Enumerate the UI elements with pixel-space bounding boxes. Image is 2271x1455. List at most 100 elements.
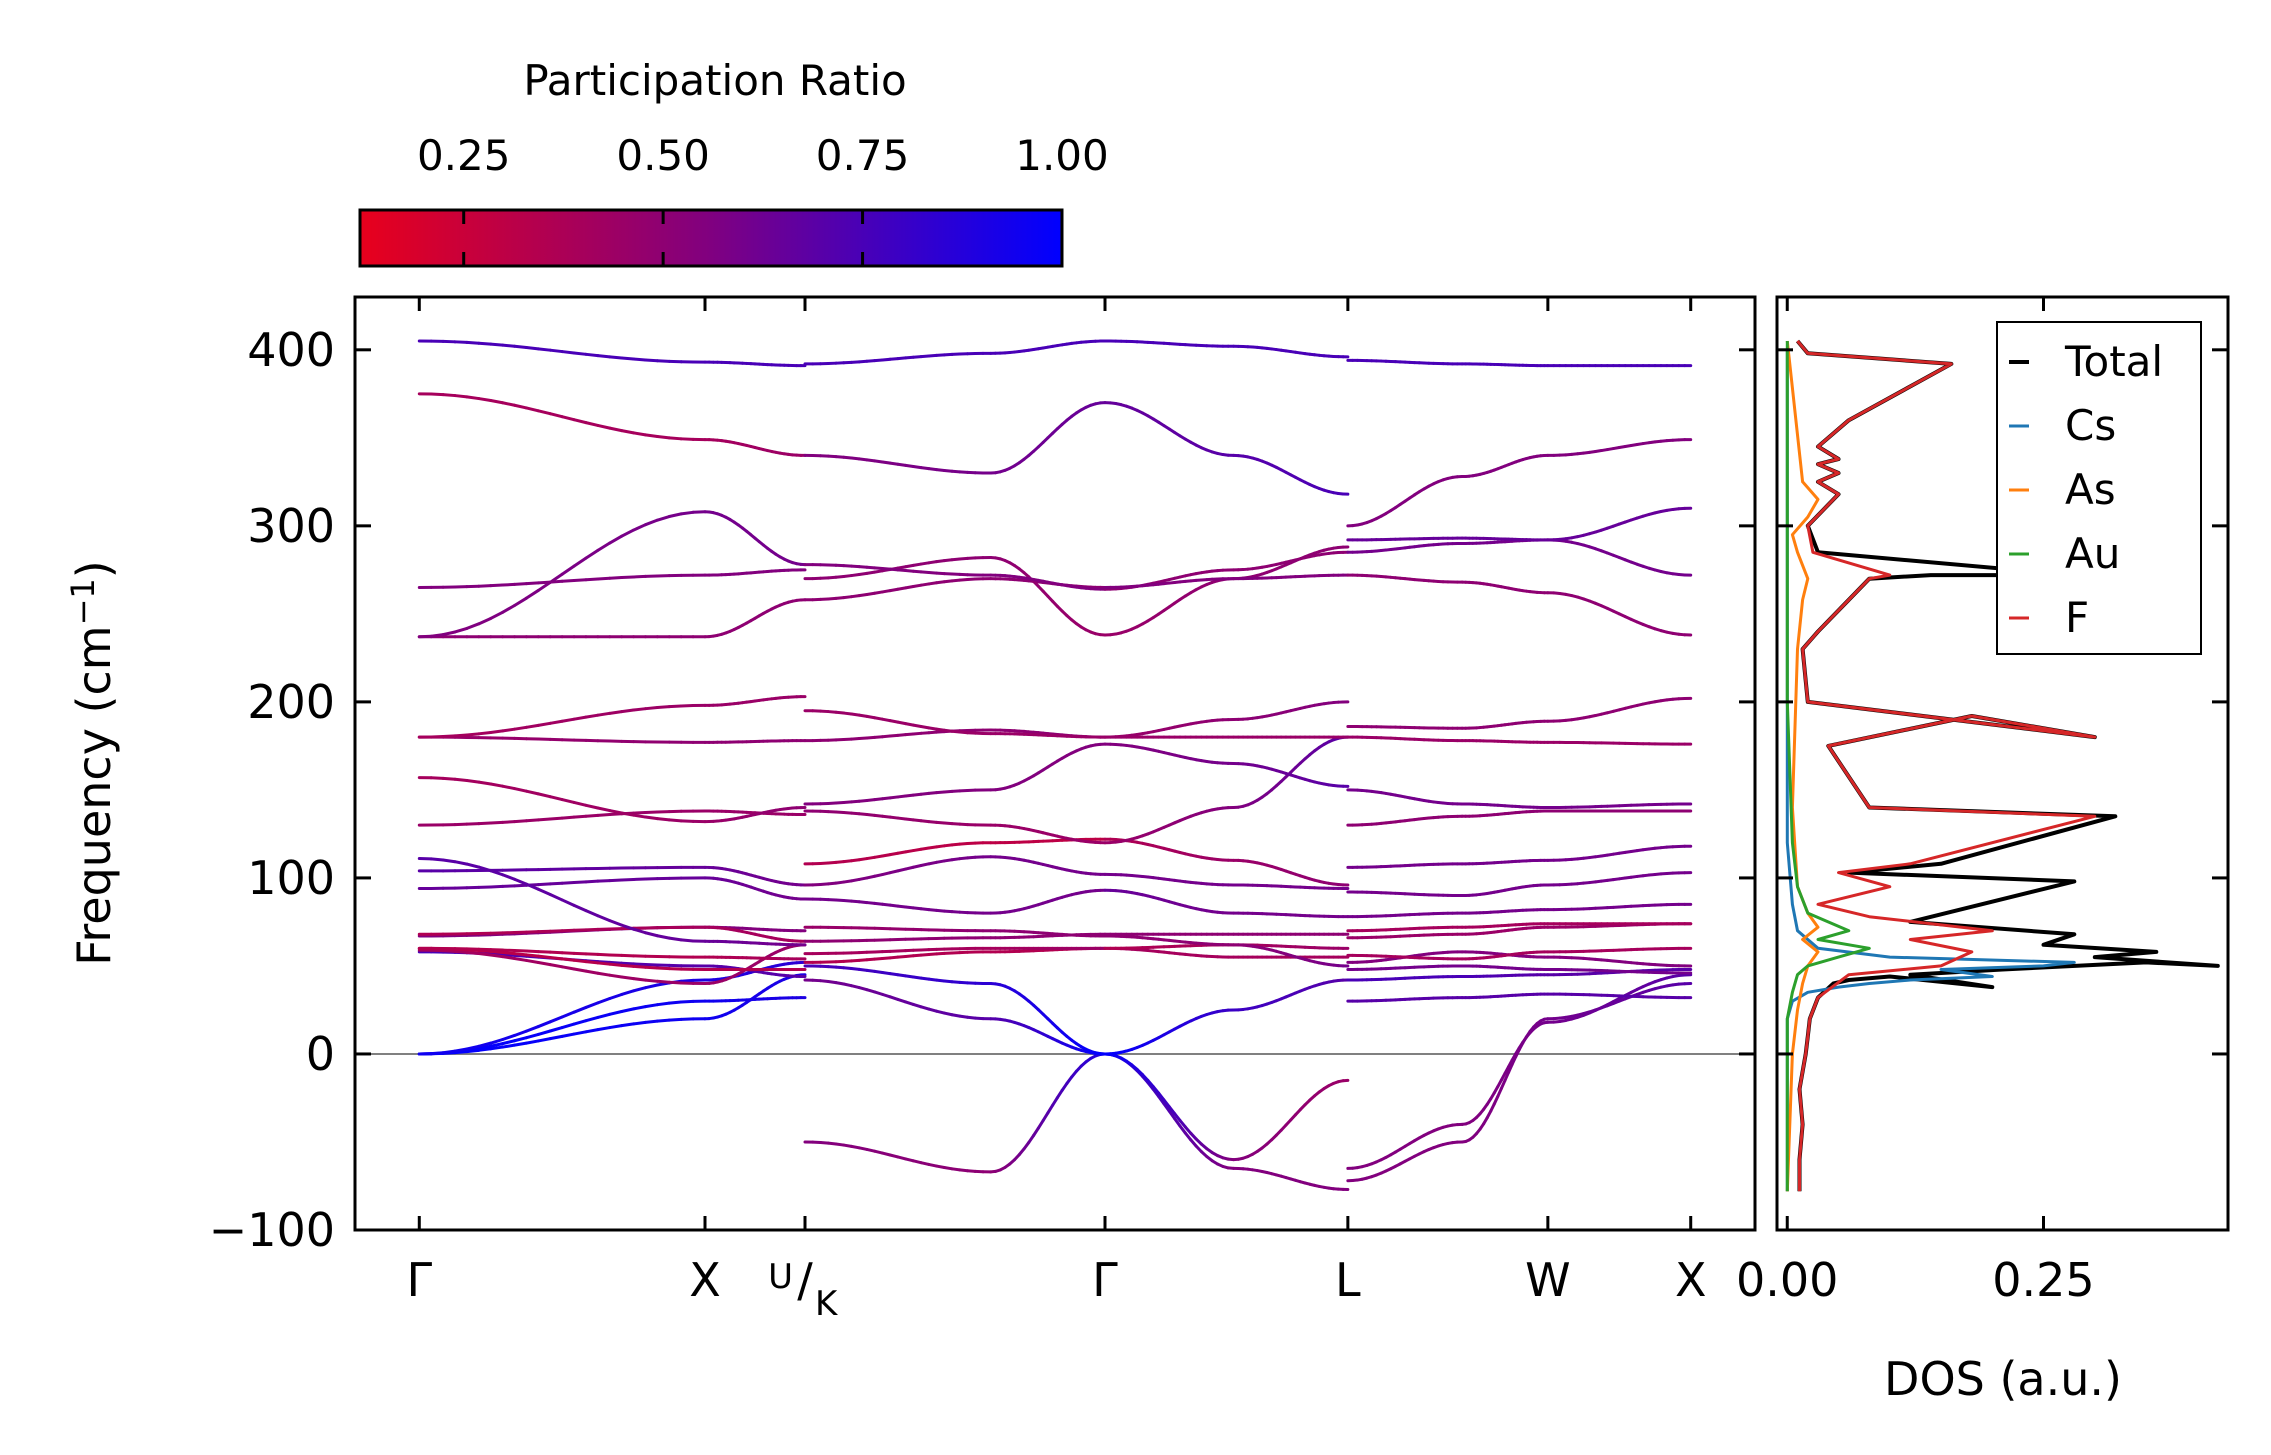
svg-text:U: U xyxy=(768,1257,793,1297)
band-line xyxy=(1103,339,1350,359)
colorbar-tick-label: 1.00 xyxy=(1015,131,1109,180)
band-line xyxy=(803,401,1107,475)
band-line xyxy=(417,946,807,961)
legend-label: Total xyxy=(2064,337,2163,386)
y-tick-label: −100 xyxy=(209,1203,335,1257)
dos-x-axis-label: DOS (a.u.) xyxy=(1884,1352,2122,1406)
band-line xyxy=(1346,922,1693,933)
band-line xyxy=(1103,742,1350,788)
colorbar-tick-label: 0.75 xyxy=(816,131,910,180)
y-tick-label: 0 xyxy=(306,1027,335,1081)
phonon-bands xyxy=(355,339,1755,1192)
svg-text:/: / xyxy=(797,1253,813,1307)
svg-text:K: K xyxy=(815,1284,839,1324)
dos-curves xyxy=(1785,339,2220,1192)
band-line xyxy=(1103,978,1350,1056)
colorbar-title: Participation Ratio xyxy=(523,56,906,105)
y-axis-label: Frequency (cm−1) xyxy=(64,560,121,965)
band-line xyxy=(803,855,1107,887)
band-line xyxy=(1346,922,1693,940)
legend-box xyxy=(1996,321,2202,655)
x-tick-label: X xyxy=(689,1253,721,1307)
band-line xyxy=(417,392,807,457)
y-tick-label: 300 xyxy=(247,499,335,553)
band-line xyxy=(1103,837,1350,887)
y-tick-label: 100 xyxy=(247,851,335,905)
band-line xyxy=(1346,992,1693,1003)
band-line xyxy=(417,809,807,827)
x-tick-label: Γ xyxy=(1092,1253,1118,1307)
band-line xyxy=(803,809,1107,845)
band-line xyxy=(417,735,807,744)
band-line xyxy=(1103,573,1350,589)
legend-item: Cs xyxy=(2009,401,2116,450)
band-line xyxy=(1346,982,1693,1183)
band-plot-frame xyxy=(353,295,1757,1232)
legend-item: F xyxy=(2009,593,2089,642)
band-line xyxy=(803,563,1107,591)
band-line xyxy=(1346,573,1693,637)
band-line xyxy=(1346,902,1693,919)
legend-label: Cs xyxy=(2065,401,2116,450)
dos-legend: Total Cs As Au F xyxy=(1996,321,2202,655)
y-tick-label: 200 xyxy=(247,675,335,729)
band-line xyxy=(803,1052,1107,1174)
band-line xyxy=(1103,1052,1350,1162)
band-line xyxy=(1346,438,1693,528)
band-line xyxy=(803,837,1107,866)
band-line xyxy=(803,339,1107,366)
band-line xyxy=(1103,550,1350,591)
dos-series-au xyxy=(1785,341,1871,1192)
x-tick-label: L xyxy=(1335,1253,1361,1307)
band-line xyxy=(1346,964,1693,975)
band-line xyxy=(417,857,807,947)
band-line xyxy=(803,577,1107,602)
band-line xyxy=(1103,934,1350,968)
band-line xyxy=(803,742,1107,806)
band-line xyxy=(1103,700,1350,739)
band-line xyxy=(417,568,807,589)
band-line xyxy=(1103,735,1350,845)
band-line xyxy=(1346,538,1693,577)
band-line xyxy=(1346,358,1693,368)
band-line xyxy=(803,709,1107,739)
band-line xyxy=(417,973,807,1056)
band-line xyxy=(417,510,807,639)
band-line xyxy=(803,556,1107,637)
legend-item: As xyxy=(2009,465,2116,514)
band-line xyxy=(1346,788,1693,810)
band-line xyxy=(1103,946,1350,959)
band-line xyxy=(1346,506,1693,542)
band-line xyxy=(417,865,807,887)
legend-label: F xyxy=(2065,593,2089,642)
band-line xyxy=(1103,401,1350,496)
band-line xyxy=(1103,545,1350,637)
colorbar-ticks: 0.25 0.50 0.75 1.00 xyxy=(417,131,1109,266)
band-line xyxy=(803,888,1107,915)
legend-item: Au xyxy=(2009,529,2120,578)
x-tick-label: X xyxy=(1675,1253,1707,1307)
band-line xyxy=(417,925,807,943)
dos-x-tick-label: 0.00 xyxy=(1736,1253,1838,1307)
dos-series-f xyxy=(1796,340,2097,1192)
colorbar-tick-label: 0.25 xyxy=(417,131,511,180)
band-line xyxy=(803,978,1107,1056)
band-line xyxy=(1346,871,1693,898)
band-line xyxy=(417,695,807,739)
colorbar-gradient xyxy=(360,210,1062,266)
band-line xyxy=(803,964,1107,1056)
dos-plot-frame xyxy=(1775,295,2230,1232)
dos-axes: 0.00 0.25 xyxy=(1736,297,2228,1307)
band-line xyxy=(1346,696,1693,730)
band-line xyxy=(1103,872,1350,890)
band-line xyxy=(1103,888,1350,919)
x-tick-label: W xyxy=(1525,1253,1570,1307)
x-tick-label: U / K xyxy=(768,1253,839,1324)
band-line xyxy=(1346,809,1693,827)
legend-label: As xyxy=(2065,465,2116,514)
band-line xyxy=(803,932,1107,943)
dos-series-as xyxy=(1785,340,1820,1192)
band-line xyxy=(417,776,807,824)
band-line xyxy=(803,946,1107,964)
